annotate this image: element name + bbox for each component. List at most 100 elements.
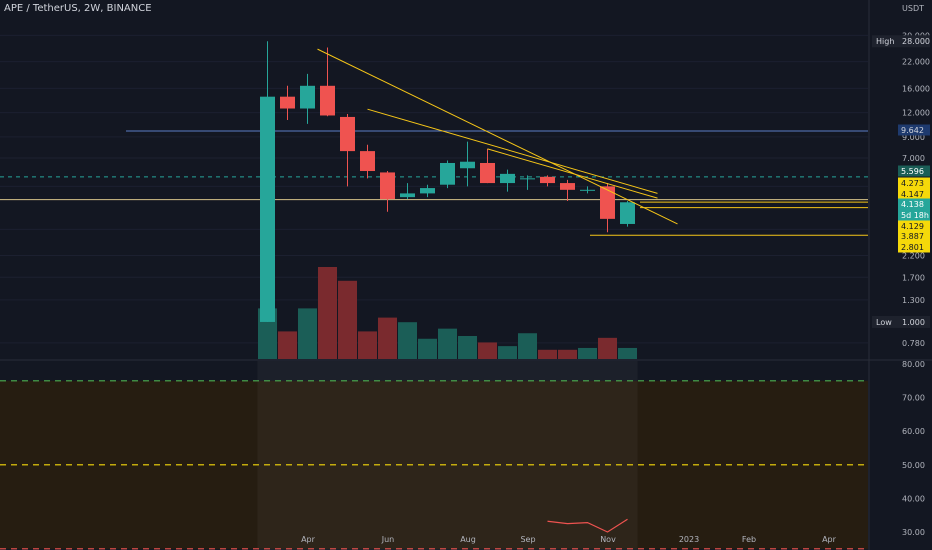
price-tag: 5.596 <box>901 167 924 176</box>
candle-body <box>440 162 455 185</box>
price-tick-label: 0.780 <box>902 339 925 348</box>
candle-body <box>340 116 355 152</box>
volume-bar <box>478 342 497 359</box>
price-tag-bg <box>898 124 930 136</box>
high-label: High <box>876 37 894 46</box>
trendline <box>317 48 678 225</box>
volume-bar <box>498 346 517 359</box>
candle-body <box>360 151 375 172</box>
low-label: Low <box>876 318 892 327</box>
price-tick-label: 1.700 <box>902 273 925 282</box>
symbol-title: APE / TetherUS, 2W, BINANCE <box>4 3 152 14</box>
volume-bar <box>398 322 417 359</box>
time-tick-label: Sep <box>520 535 535 544</box>
price-tag: 5d 18h <box>901 211 929 220</box>
volume-bar <box>558 349 577 359</box>
volume-bar <box>338 280 357 359</box>
price-tag: 3.887 <box>901 232 924 241</box>
volume-bar <box>618 347 637 359</box>
candle-body <box>380 172 395 200</box>
price-tag-bg <box>898 220 930 232</box>
candle-body <box>260 96 275 322</box>
price-tick-label: 7.000 <box>902 154 925 163</box>
price-tag: 4.147 <box>901 190 924 199</box>
candle-body <box>540 176 555 184</box>
volume-bar <box>518 333 537 359</box>
volume-bar <box>438 328 457 359</box>
rsi-history-shade <box>257 361 638 550</box>
unit-label: USDT <box>902 4 924 13</box>
price-tag: 4.138 <box>901 200 924 209</box>
time-tick-label: 2023 <box>679 535 699 544</box>
candle-body <box>460 161 475 169</box>
volume-bars <box>258 267 637 359</box>
rsi-tick-label: 80.00 <box>902 360 925 369</box>
volume-bar <box>458 336 477 359</box>
price-tick-label: 9.000 <box>902 133 925 142</box>
low-label-bg <box>872 315 899 328</box>
volume-bar <box>578 347 597 359</box>
candle-body <box>480 162 495 184</box>
trendlines[interactable] <box>317 48 678 225</box>
price-tag-bg <box>898 177 930 189</box>
candle-body <box>320 85 335 116</box>
volume-bar <box>378 317 397 359</box>
price-tag: 2.801 <box>901 243 924 252</box>
candlesticks <box>260 41 635 322</box>
volume-bar <box>598 337 617 359</box>
price-tag-bg <box>898 230 930 242</box>
high-label-bg <box>872 35 899 48</box>
price-tag: 4.273 <box>901 179 924 188</box>
candle-body <box>620 202 635 224</box>
time-tick-label: Aug <box>460 535 476 544</box>
time-tick-label: Nov <box>600 535 616 544</box>
rsi-tick-label: 60.00 <box>902 427 925 436</box>
low-value-bg <box>899 315 930 328</box>
volume-bar <box>298 308 317 359</box>
time-tick-label: Jun <box>381 535 395 544</box>
candle-body <box>580 189 595 191</box>
candle-body <box>560 183 575 190</box>
volume-bar <box>278 331 297 359</box>
price-tick-label: 12.000 <box>902 109 930 118</box>
rsi-pane: 80.00 70.00 60.00 50.00 40.00 30.00 <box>0 360 925 550</box>
candle-body <box>420 188 435 194</box>
volume-bar <box>418 338 437 359</box>
candle-body <box>280 96 295 109</box>
candle-body <box>400 193 415 198</box>
price-tick-label: 2.200 <box>902 252 925 261</box>
price-tick-label: 22.000 <box>902 58 930 67</box>
candle-body <box>520 178 535 180</box>
price-tag-bg <box>898 209 930 221</box>
trendline <box>367 108 658 194</box>
high-value: 28.000 <box>902 37 930 46</box>
rsi-tick-label: 70.00 <box>902 394 925 403</box>
price-tick-label: 16.000 <box>902 84 930 93</box>
trendline <box>487 148 658 199</box>
candle-body <box>500 173 515 184</box>
time-tick-label: Apr <box>301 535 316 544</box>
rsi-tick-label: 50.00 <box>902 461 925 470</box>
candle-body <box>600 186 615 219</box>
volume-bar <box>538 349 557 359</box>
price-tag-bg <box>898 188 930 200</box>
time-axis[interactable]: Apr Jun Aug Sep Nov 2023 Feb Apr <box>301 535 837 544</box>
price-tag-bg <box>898 165 930 177</box>
price-tick-label: 1.300 <box>902 296 925 305</box>
rsi-line <box>547 518 628 533</box>
price-tag-bg <box>898 241 930 253</box>
time-tick-label: Apr <box>822 535 837 544</box>
rsi-tick-label: 40.00 <box>902 494 925 503</box>
volume-bar <box>318 267 337 359</box>
time-tick-label: Feb <box>742 535 756 544</box>
rsi-tick-label: 30.00 <box>902 528 925 537</box>
low-value: 1.000 <box>902 318 925 327</box>
price-tag: 9.642 <box>901 126 924 135</box>
volume-bar <box>358 331 377 359</box>
price-tag: 4.129 <box>901 222 924 231</box>
candle-body <box>300 85 315 109</box>
horizontal-levels <box>0 130 868 236</box>
price-tag-bg <box>898 198 930 210</box>
